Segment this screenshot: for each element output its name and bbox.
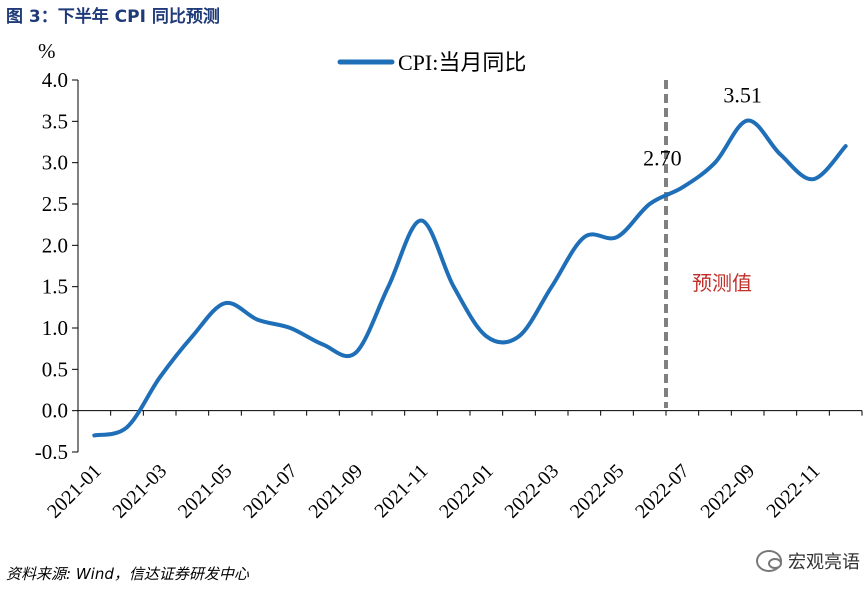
y-tick-label: 1.0 [42,316,68,340]
legend-label: CPI:当月同比 [398,50,526,75]
x-tick-label: 2022-09 [697,460,760,523]
y-tick-label: 0.0 [42,399,68,423]
annotation-group: 2.70 3.51 预测值 [643,83,762,295]
x-tick-label: 2021-05 [174,460,237,523]
x-tick-label: 2021-07 [239,460,302,523]
x-tick-label: 2022-07 [631,460,694,523]
cpi-line-chart: % -0.5 0.0 0.5 1.0 1.5 2.0 2.5 3.0 3.5 4.0 2021-0… [35,39,863,523]
y-tick-label: 0.5 [42,357,68,381]
x-tick-label: 2022-01 [435,460,498,523]
x-tick-label: 2022-05 [566,460,629,523]
cpi-series-line [92,118,848,438]
y-axis-unit: % [38,39,56,63]
series-group [92,118,848,438]
y-tick-label: 3.5 [42,109,68,133]
forecast-label: 预测值 [692,271,752,295]
x-tick-label: 2022-03 [501,460,564,523]
x-tick-label: 2021-01 [43,460,106,523]
y-tick-label: -0.5 [35,440,68,464]
x-tick-label: 2021-03 [109,460,172,523]
x-tick-label: 2021-09 [305,460,368,523]
data-label-3-51: 3.51 [723,83,762,108]
y-tick-label: 3.0 [42,151,68,175]
y-tick-label: 2.5 [42,192,68,216]
wechat-icon [756,550,782,572]
watermark-text: 宏观亮语 [788,552,860,573]
x-tick-label: 2022-11 [762,460,824,522]
source-note: 资料来源: Wind，信达证券研发中心 [6,565,249,583]
y-tick-label: 4.0 [42,68,68,92]
legend: CPI:当月同比 [337,50,526,75]
x-tick-label: 2021-11 [370,460,432,522]
figure-title: 图 3：下半年 CPI 同比预测 [6,7,220,27]
y-axis-ticks: -0.5 0.0 0.5 1.0 1.5 2.0 2.5 3.0 3.5 4.0 [35,68,78,464]
watermark: 宏观亮语 [756,548,860,574]
y-tick-label: 2.0 [42,233,68,257]
data-label-2-70: 2.70 [643,145,682,170]
x-axis-ticks: 2021-01 2021-03 2021-05 2021-07 2021-09 2021-… [43,410,863,523]
y-tick-label: 1.5 [42,275,68,299]
